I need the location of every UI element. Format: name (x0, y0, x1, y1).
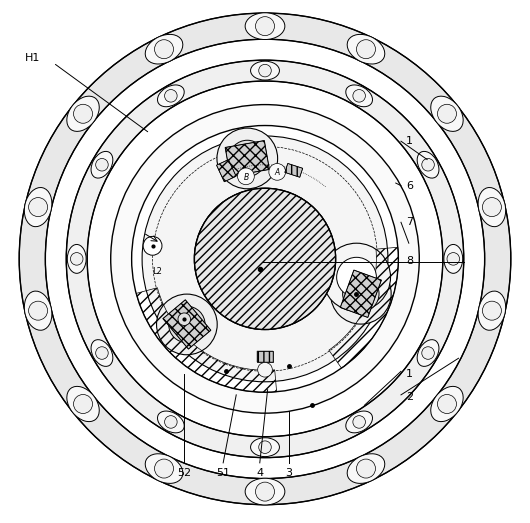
Text: 1: 1 (406, 369, 413, 379)
Ellipse shape (417, 339, 439, 367)
Polygon shape (217, 160, 236, 182)
Ellipse shape (67, 386, 99, 422)
Circle shape (165, 416, 177, 428)
Text: 52: 52 (177, 468, 191, 478)
Circle shape (165, 89, 177, 102)
Circle shape (111, 105, 419, 413)
Circle shape (131, 126, 399, 392)
Circle shape (353, 89, 365, 102)
Ellipse shape (431, 386, 463, 422)
Text: L2: L2 (153, 267, 162, 277)
Text: H1: H1 (24, 52, 40, 63)
Circle shape (437, 104, 456, 123)
Ellipse shape (251, 61, 279, 80)
Ellipse shape (346, 85, 373, 107)
Ellipse shape (478, 188, 506, 226)
Circle shape (29, 198, 48, 217)
Circle shape (422, 158, 434, 171)
Ellipse shape (347, 35, 385, 64)
Ellipse shape (157, 85, 184, 107)
Circle shape (255, 482, 275, 501)
Text: $A$: $A$ (273, 166, 281, 177)
Circle shape (155, 40, 173, 59)
Circle shape (142, 136, 388, 382)
Circle shape (259, 64, 271, 77)
Ellipse shape (145, 35, 183, 64)
Circle shape (447, 253, 460, 265)
Ellipse shape (245, 13, 285, 40)
Circle shape (323, 243, 391, 311)
Circle shape (237, 168, 254, 185)
Circle shape (331, 264, 391, 324)
Circle shape (74, 394, 93, 414)
Circle shape (422, 347, 434, 359)
Polygon shape (163, 300, 211, 349)
Ellipse shape (251, 438, 279, 457)
Text: 4: 4 (256, 468, 263, 478)
Text: 1: 1 (406, 136, 413, 146)
Circle shape (258, 362, 272, 377)
Circle shape (437, 394, 456, 414)
Circle shape (195, 188, 335, 329)
Ellipse shape (67, 96, 99, 131)
Ellipse shape (417, 151, 439, 178)
Circle shape (178, 313, 191, 325)
Circle shape (357, 40, 375, 59)
Circle shape (342, 276, 379, 312)
Circle shape (70, 253, 83, 265)
Text: 51: 51 (216, 468, 230, 478)
Text: 6: 6 (406, 180, 413, 191)
Ellipse shape (478, 291, 506, 330)
Circle shape (96, 158, 108, 171)
Circle shape (259, 441, 271, 453)
Circle shape (155, 459, 173, 478)
Ellipse shape (91, 151, 113, 178)
Ellipse shape (346, 411, 373, 433)
Circle shape (96, 347, 108, 359)
Circle shape (143, 236, 162, 255)
Text: 8: 8 (406, 256, 413, 267)
Polygon shape (285, 164, 303, 177)
Text: 3: 3 (285, 468, 292, 478)
Polygon shape (225, 141, 269, 176)
Text: $B$: $B$ (243, 171, 249, 182)
Circle shape (255, 17, 275, 36)
Ellipse shape (24, 188, 52, 226)
Circle shape (482, 301, 501, 320)
Polygon shape (257, 351, 273, 362)
Ellipse shape (245, 478, 285, 505)
Polygon shape (340, 270, 382, 317)
Circle shape (29, 301, 48, 320)
Circle shape (337, 257, 376, 297)
Ellipse shape (431, 96, 463, 131)
Ellipse shape (91, 339, 113, 367)
Circle shape (217, 128, 278, 189)
Text: 2: 2 (406, 392, 413, 403)
Circle shape (482, 198, 501, 217)
Circle shape (156, 294, 217, 355)
Circle shape (269, 164, 286, 180)
Ellipse shape (347, 454, 385, 483)
Circle shape (169, 306, 205, 343)
Circle shape (229, 140, 266, 177)
Ellipse shape (444, 244, 463, 274)
Circle shape (195, 188, 335, 329)
Ellipse shape (145, 454, 183, 483)
Text: 7: 7 (406, 217, 413, 228)
Circle shape (357, 459, 375, 478)
Ellipse shape (67, 244, 86, 274)
Circle shape (353, 416, 365, 428)
Circle shape (74, 104, 93, 123)
Ellipse shape (157, 411, 184, 433)
Ellipse shape (24, 291, 52, 330)
